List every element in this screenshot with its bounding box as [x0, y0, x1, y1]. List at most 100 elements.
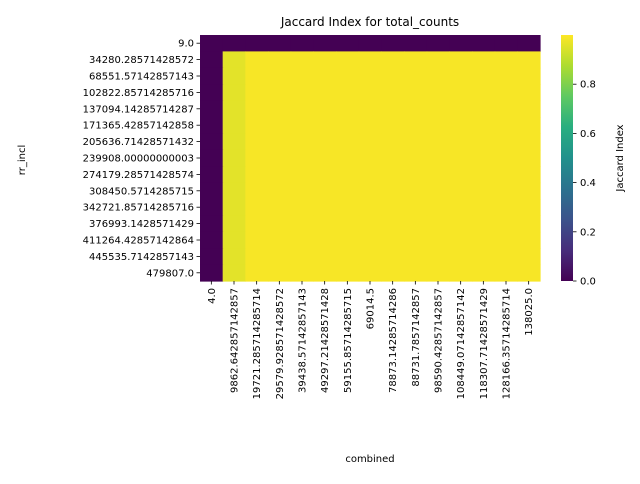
heatmap-cell [381, 182, 405, 200]
heatmap-cell [268, 117, 292, 134]
y-tick-label: 445535.7142857143 [89, 252, 194, 263]
heatmap-cell [313, 182, 337, 200]
heatmap-cell [358, 149, 382, 167]
heatmap-cell [268, 166, 292, 184]
x-tick-label: 108449.07142857142 [456, 288, 467, 399]
heatmap-cell [222, 84, 246, 102]
heatmap-cell [494, 215, 518, 233]
colorbar-gradient [561, 35, 573, 281]
heatmap-cell [381, 215, 405, 233]
heatmap-cell [313, 133, 337, 151]
x-tick-label: 39438.57142857143 [298, 288, 309, 393]
heatmap-cell [313, 117, 337, 134]
heatmap-cell [336, 182, 360, 200]
heatmap-cell [268, 51, 292, 69]
heatmap-cell [200, 100, 224, 118]
heatmap-cell [517, 35, 541, 52]
heatmap-cell [290, 84, 314, 102]
heatmap-cell [449, 248, 473, 266]
heatmap-cell [449, 35, 473, 52]
heatmap-cell [200, 166, 224, 184]
heatmap-cell [268, 133, 292, 151]
chart-title: Jaccard Index for total_counts [280, 15, 459, 29]
heatmap-cell [494, 199, 518, 216]
heatmap-cell [358, 133, 382, 151]
heatmap-cell [472, 215, 496, 233]
heatmap-cell [336, 231, 360, 249]
heatmap-cell [426, 182, 450, 200]
heatmap-cell [381, 199, 405, 216]
heatmap-cell [268, 182, 292, 200]
heatmap-cell [404, 231, 428, 249]
heatmap-cell [290, 133, 314, 151]
heatmap-cell [222, 248, 246, 266]
heatmap-cell [290, 166, 314, 184]
heatmap-cell [313, 215, 337, 233]
heatmap-cell [245, 100, 269, 118]
heatmap-cell [200, 35, 224, 52]
heatmap-cell [404, 199, 428, 216]
heatmap-cell [222, 133, 246, 151]
heatmap-cell [426, 231, 450, 249]
y-tick-label: 479807.0 [146, 268, 194, 279]
heatmap-cell [426, 248, 450, 266]
y-tick-label: 137094.14285714287 [83, 104, 194, 115]
heatmap-cells [200, 35, 541, 282]
heatmap-cell [290, 51, 314, 69]
heatmap-cell [358, 100, 382, 118]
heatmap-cell [404, 133, 428, 151]
heatmap-cell [426, 100, 450, 118]
heatmap-cell [245, 117, 269, 134]
heatmap-cell [290, 199, 314, 216]
y-tick-label: 411264.42857142864 [83, 236, 194, 247]
heatmap-cell [381, 166, 405, 184]
heatmap-cell [200, 264, 224, 282]
heatmap-cell [313, 67, 337, 85]
heatmap-cell [494, 117, 518, 134]
heatmap-cell [472, 248, 496, 266]
heatmap-cell [494, 264, 518, 282]
heatmap-cell [449, 166, 473, 184]
heatmap-cell [426, 133, 450, 151]
heatmap-cell [200, 248, 224, 266]
colorbar-tick-label: 0.6 [580, 129, 596, 140]
heatmap-cell [426, 84, 450, 102]
heatmap-cell [472, 133, 496, 151]
heatmap-cell [290, 264, 314, 282]
heatmap-cell [381, 51, 405, 69]
heatmap-cell [449, 199, 473, 216]
heatmap-cell [358, 84, 382, 102]
x-tick-label: 98590.42857142857 [434, 288, 445, 393]
heatmap-cell [449, 133, 473, 151]
heatmap-cell [200, 149, 224, 167]
heatmap-cell [449, 149, 473, 167]
heatmap-cell [245, 264, 269, 282]
heatmap-cell [449, 264, 473, 282]
heatmap-cell [449, 117, 473, 134]
heatmap-cell [268, 199, 292, 216]
heatmap-cell [222, 199, 246, 216]
x-tick-label: 9862.642857142857 [230, 288, 241, 393]
heatmap-cell [404, 100, 428, 118]
heatmap-cell [404, 84, 428, 102]
heatmap-cell [336, 215, 360, 233]
y-tick-label: 239908.00000000003 [83, 154, 194, 165]
heatmap-cell [200, 117, 224, 134]
heatmap-cell [494, 133, 518, 151]
heatmap-cell [472, 117, 496, 134]
x-tick-label: 29579.928571428572 [275, 288, 286, 399]
x-tick-label: 59155.85714285715 [343, 288, 354, 393]
heatmap-cell [358, 67, 382, 85]
colorbar-tick-label: 0.4 [580, 178, 596, 189]
heatmap-cell [381, 231, 405, 249]
heatmap-cell [313, 149, 337, 167]
heatmap-cell [245, 149, 269, 167]
heatmap-cell [494, 182, 518, 200]
heatmap-cell [313, 35, 337, 52]
heatmap-cell [222, 35, 246, 52]
heatmap-cell [472, 100, 496, 118]
heatmap-cell [494, 166, 518, 184]
heatmap-cell [222, 231, 246, 249]
x-tick-label: 88731.7857142857 [411, 288, 422, 387]
heatmap-cell [358, 215, 382, 233]
